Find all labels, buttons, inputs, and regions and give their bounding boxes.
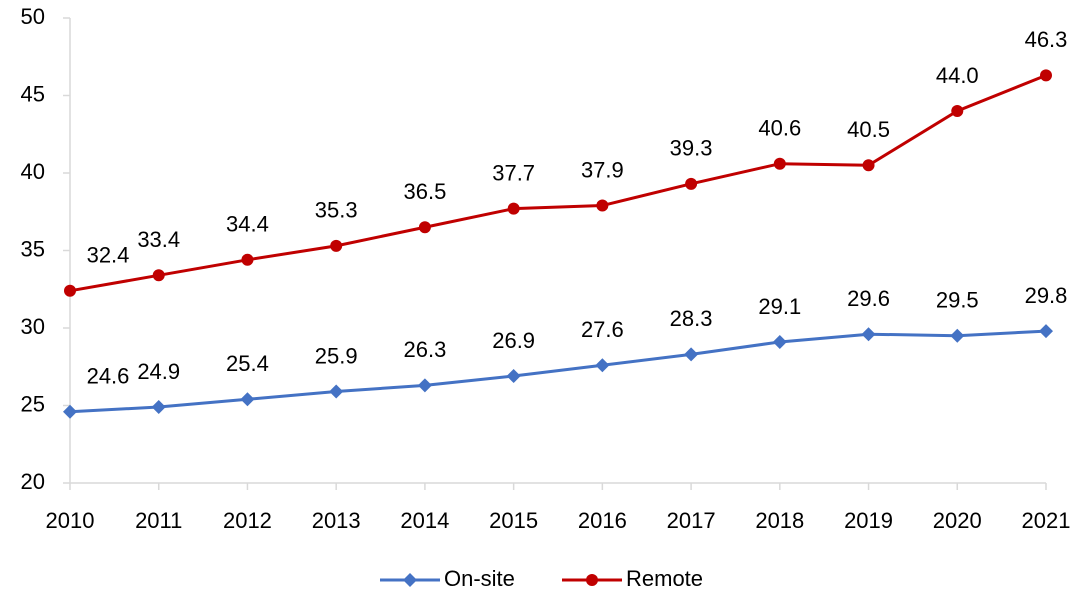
data-label: 32.4 <box>87 243 130 268</box>
y-tick-label: 30 <box>21 314 45 339</box>
data-label: 36.5 <box>403 179 446 204</box>
data-point <box>595 358 610 373</box>
data-point <box>684 347 699 362</box>
data-point <box>1040 69 1052 82</box>
data-label: 34.4 <box>226 212 269 237</box>
data-point <box>951 105 964 117</box>
data-label: 29.8 <box>1025 283 1068 308</box>
data-label: 29.5 <box>936 288 979 313</box>
y-tick-label: 50 <box>21 4 45 29</box>
legend-marker <box>586 574 598 586</box>
data-point <box>241 253 254 266</box>
data-point <box>862 159 875 172</box>
data-point <box>507 202 520 215</box>
data-point <box>418 221 431 234</box>
data-point <box>417 378 432 393</box>
data-label: 40.5 <box>847 117 890 142</box>
data-point <box>596 199 609 212</box>
data-point <box>329 384 344 399</box>
x-tick-label: 2011 <box>135 508 182 533</box>
x-tick-label: 2012 <box>223 508 272 533</box>
data-label: 27.6 <box>581 317 624 342</box>
data-label: 44.0 <box>936 63 979 88</box>
data-point <box>861 327 876 342</box>
data-point <box>772 334 787 349</box>
data-point <box>64 284 76 297</box>
data-point <box>1039 324 1053 339</box>
x-tick-label: 2016 <box>578 508 627 533</box>
data-label: 37.9 <box>581 157 624 182</box>
data-label: 33.4 <box>137 227 180 252</box>
data-point <box>773 157 786 170</box>
x-tick-label: 2020 <box>933 508 982 533</box>
x-tick-label: 2014 <box>400 508 449 533</box>
data-point <box>240 392 255 407</box>
data-label: 46.3 <box>1025 27 1068 52</box>
series-line <box>69 329 1047 414</box>
data-label: 37.7 <box>492 160 535 185</box>
data-point <box>63 404 77 419</box>
data-label: 40.6 <box>758 116 801 141</box>
data-point <box>685 177 698 190</box>
data-label: 26.3 <box>403 337 446 362</box>
y-tick-label: 35 <box>21 236 45 261</box>
data-label: 29.6 <box>847 286 890 311</box>
y-tick-label: 25 <box>21 391 45 416</box>
data-label: 24.6 <box>87 364 130 389</box>
data-label: 29.1 <box>758 294 801 319</box>
series-line <box>69 73 1047 293</box>
data-label: 25.9 <box>315 343 358 368</box>
x-tick-label: 2017 <box>667 508 716 533</box>
data-point <box>506 369 521 384</box>
legend-label: On-site <box>444 566 515 591</box>
data-point <box>151 400 166 415</box>
data-point <box>152 269 165 282</box>
legend-marker <box>403 573 417 587</box>
data-label: 39.3 <box>670 136 713 161</box>
x-tick-label: 2019 <box>844 508 893 533</box>
data-label: 28.3 <box>670 306 713 331</box>
data-point <box>950 328 965 343</box>
data-point <box>330 239 343 252</box>
y-tick-label: 40 <box>21 159 45 184</box>
legend-label: Remote <box>626 566 703 591</box>
x-tick-label: 2021 <box>1022 508 1071 533</box>
x-tick-label: 2010 <box>46 508 95 533</box>
y-tick-label: 45 <box>21 81 45 106</box>
x-tick-label: 2015 <box>489 508 538 533</box>
x-tick-label: 2013 <box>312 508 361 533</box>
y-tick-label: 20 <box>21 469 45 494</box>
data-label: 24.9 <box>137 359 180 384</box>
x-tick-label: 2018 <box>755 508 804 533</box>
data-label: 25.4 <box>226 351 269 376</box>
data-label: 26.9 <box>492 328 535 353</box>
data-label: 35.3 <box>315 198 358 223</box>
